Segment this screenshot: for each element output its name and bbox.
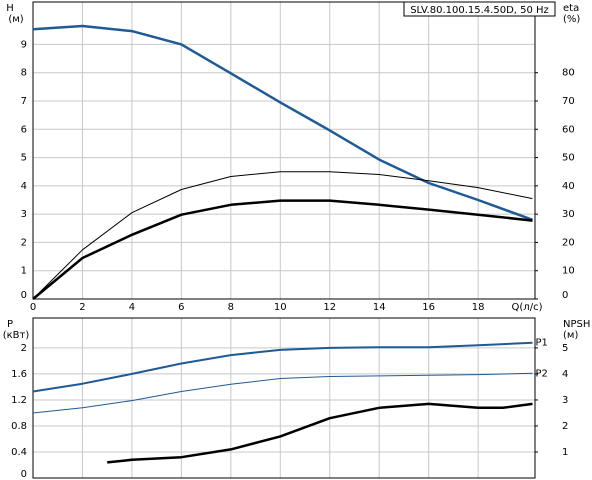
y-tick-label: 9 xyxy=(21,39,27,50)
x-tick-label: 8 xyxy=(228,302,234,313)
series-line xyxy=(107,402,533,464)
y2-tick-label: 10 xyxy=(562,266,575,277)
y-tick-label: 1.2 xyxy=(11,395,27,406)
y-axis-unit: (м) xyxy=(8,14,23,25)
x-axis-label: Q(л/с) xyxy=(512,302,543,313)
y-tick-label: 8 xyxy=(21,68,27,79)
title-box xyxy=(403,1,556,17)
y-tick-label: 0.4 xyxy=(11,447,27,458)
plot-frame xyxy=(32,317,536,479)
series-line xyxy=(32,171,533,300)
x-tick-label: 4 xyxy=(129,302,135,313)
x-tick-label: 0 xyxy=(30,302,36,313)
y-tick-label: 0 xyxy=(21,469,27,480)
y-tick-label: 4 xyxy=(21,181,27,192)
y-tick-label: 7 xyxy=(21,96,27,107)
y2-tick-label: 4 xyxy=(562,369,568,380)
y2-tick-label: 60 xyxy=(562,124,575,135)
y-tick-label: 6 xyxy=(21,124,27,135)
chart-title: SLV.80.100.15.4.50D, 50 Hz xyxy=(410,5,549,16)
y2-tick-label: 2 xyxy=(562,421,568,432)
y-axis-label: P xyxy=(7,319,13,330)
y-tick-label: 3 xyxy=(21,209,27,220)
plot-frame xyxy=(32,1,536,300)
y-tick-label: 1.6 xyxy=(11,369,27,380)
series-label: P1 xyxy=(536,338,548,349)
y2-tick-label: 20 xyxy=(562,237,575,248)
x-tick-label: 14 xyxy=(373,302,386,313)
y2-tick-label: 3 xyxy=(562,395,568,406)
y-tick-label: 5 xyxy=(21,153,27,164)
y2-tick-label: 40 xyxy=(562,181,575,192)
y-tick-label: 0.8 xyxy=(11,421,27,432)
y2-axis-unit: (%) xyxy=(563,14,580,25)
y-axis-label: H xyxy=(6,3,14,14)
y2-tick-label: 30 xyxy=(562,209,575,220)
y2-tick-label: 50 xyxy=(562,153,575,164)
y2-tick-label: 5 xyxy=(562,343,568,354)
series-line xyxy=(32,372,533,414)
y-axis-unit: (кВт) xyxy=(3,330,30,341)
y-tick-label: 2 xyxy=(21,237,27,248)
series-label: P2 xyxy=(536,368,548,379)
y2-tick-label: 80 xyxy=(562,68,575,79)
y-tick-label: 0 xyxy=(21,290,27,301)
x-tick-label: 2 xyxy=(79,302,85,313)
series-line xyxy=(32,199,533,300)
x-tick-label: 18 xyxy=(472,302,485,313)
y2-axis-unit: (м) xyxy=(563,330,578,341)
x-tick-label: 12 xyxy=(323,302,336,313)
y2-tick-label: 0 xyxy=(562,290,568,301)
x-tick-label: 6 xyxy=(178,302,184,313)
y2-tick-label: 1 xyxy=(562,447,568,458)
y-tick-label: 2 xyxy=(21,343,27,354)
x-tick-label: 10 xyxy=(274,302,287,313)
series-line xyxy=(32,341,533,393)
y2-tick-label: 70 xyxy=(562,96,575,107)
y2-axis-label: NPSH xyxy=(563,319,590,330)
y2-axis-label: eta xyxy=(563,3,579,14)
x-tick-label: 16 xyxy=(422,302,435,313)
series-line xyxy=(32,24,533,221)
y-tick-label: 1 xyxy=(21,266,27,277)
